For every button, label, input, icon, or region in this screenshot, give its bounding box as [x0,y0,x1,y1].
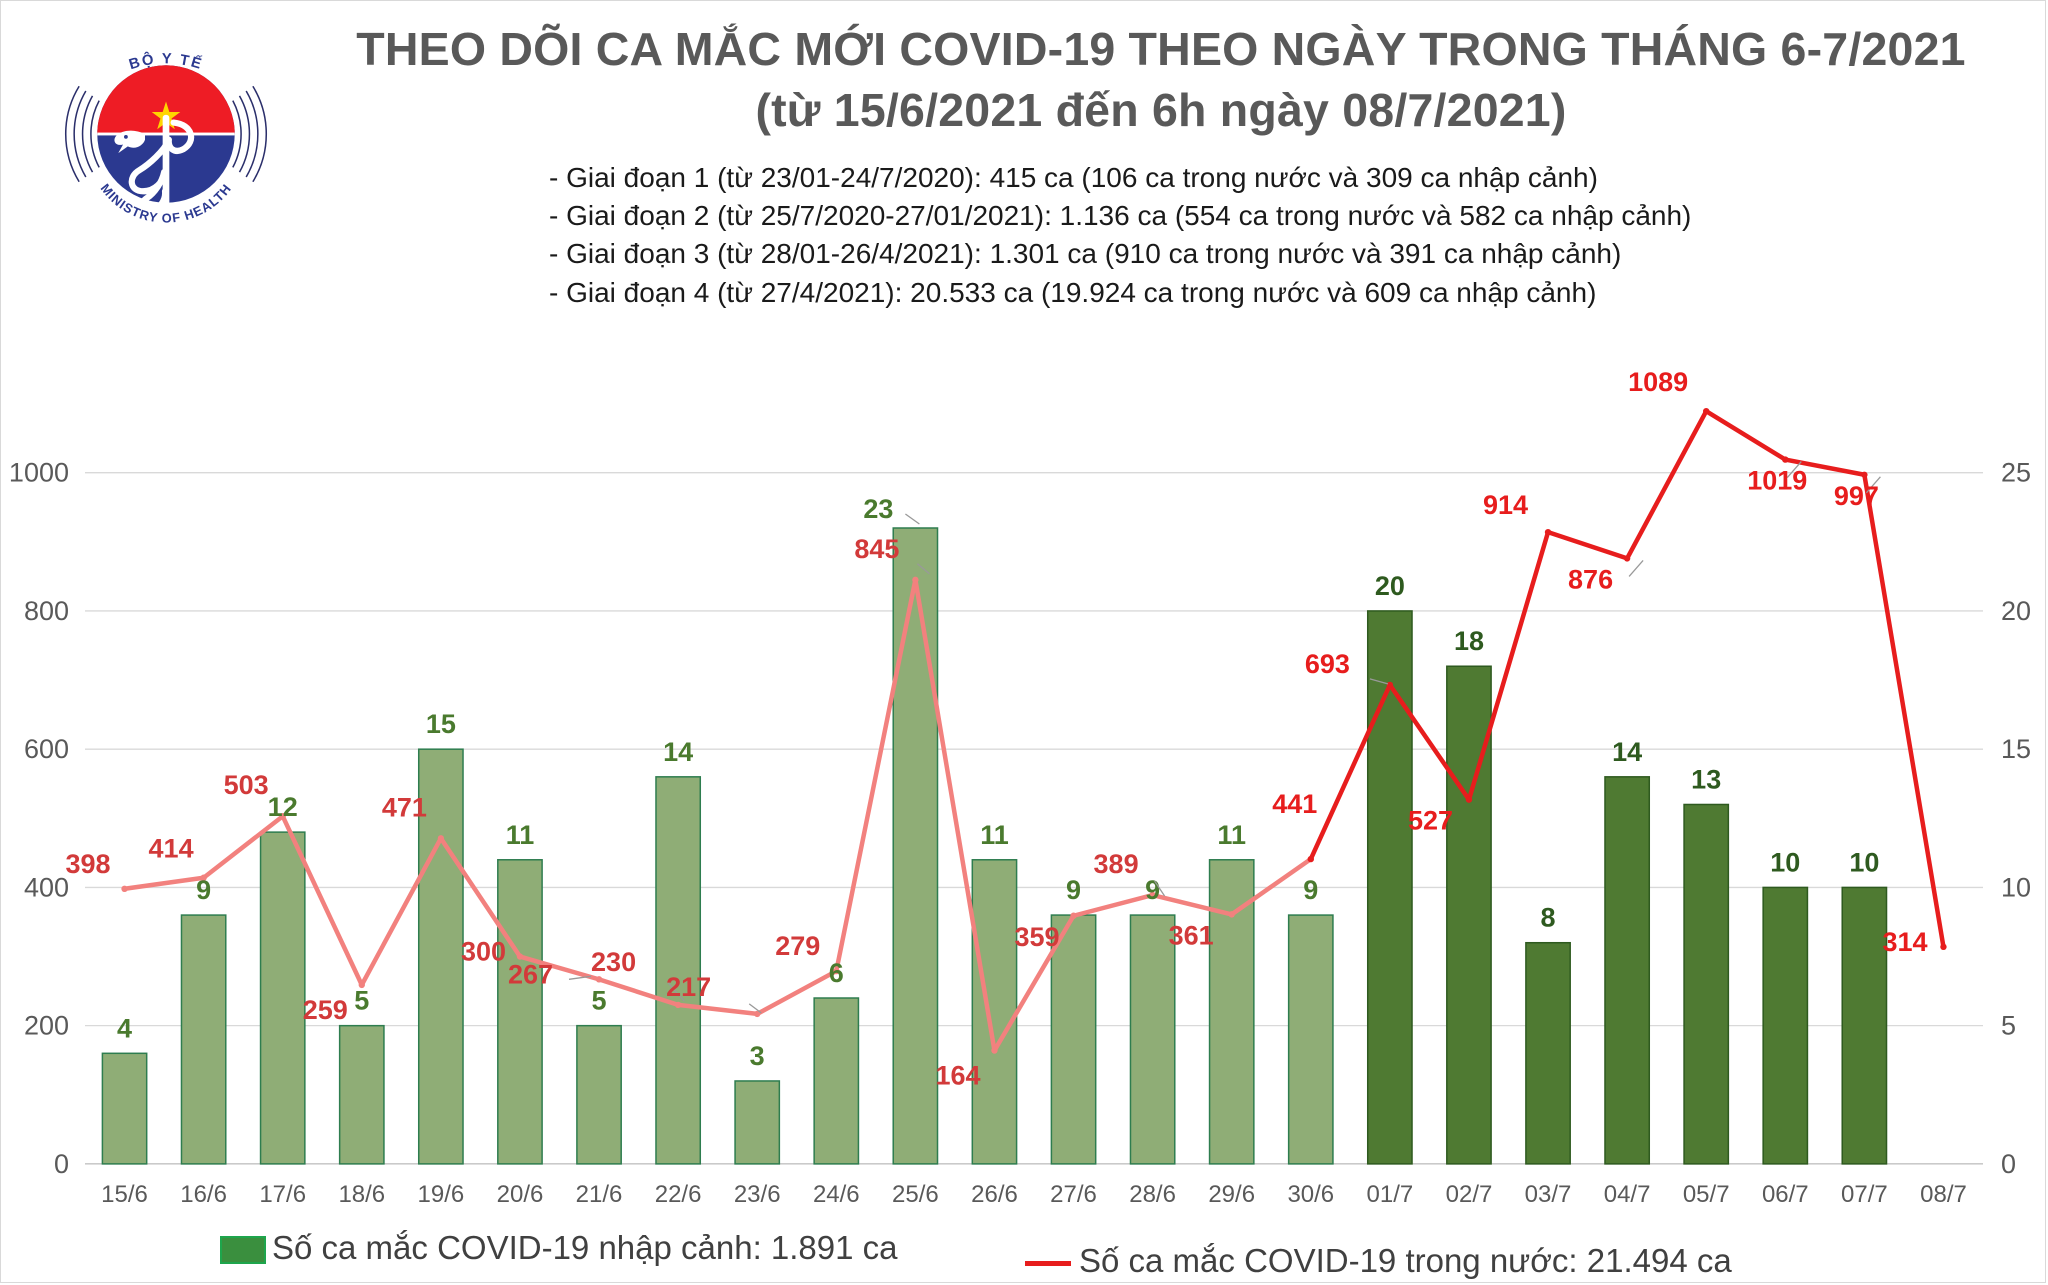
svg-text:300: 300 [461,937,506,967]
svg-text:876: 876 [1568,564,1613,594]
svg-text:414: 414 [149,834,194,864]
svg-text:11: 11 [1217,820,1246,850]
svg-text:267: 267 [508,959,553,989]
svg-text:9: 9 [196,875,211,905]
svg-text:10: 10 [1770,847,1800,877]
svg-text:1000: 1000 [9,458,69,488]
svg-text:230: 230 [591,947,636,977]
svg-text:23: 23 [863,494,893,524]
svg-text:279: 279 [775,931,820,961]
svg-text:9: 9 [1066,875,1081,905]
svg-text:10: 10 [1849,847,1879,877]
svg-text:11: 11 [980,820,1009,850]
svg-text:20: 20 [2001,596,2031,626]
svg-text:14: 14 [1612,737,1642,767]
svg-text:398: 398 [65,849,110,879]
svg-text:503: 503 [224,770,269,800]
svg-text:6: 6 [829,958,844,988]
svg-text:9: 9 [1145,875,1160,905]
svg-text:14: 14 [663,737,693,767]
svg-text:314: 314 [1882,927,1927,957]
svg-text:914: 914 [1483,490,1528,520]
svg-text:25: 25 [2001,458,2031,488]
svg-text:3: 3 [750,1041,765,1071]
svg-text:4: 4 [117,1013,132,1043]
svg-text:5: 5 [354,986,369,1016]
svg-text:1089: 1089 [1628,367,1688,397]
svg-text:471: 471 [382,792,427,822]
svg-text:1019: 1019 [1747,466,1807,496]
svg-text:9: 9 [1303,875,1318,905]
svg-text:359: 359 [1014,922,1059,952]
svg-text:8: 8 [1540,903,1555,933]
svg-text:5: 5 [2001,1011,2016,1041]
svg-text:693: 693 [1305,649,1350,679]
svg-text:527: 527 [1408,806,1453,836]
svg-text:5: 5 [591,986,606,1016]
svg-text:0: 0 [2001,1149,2016,1179]
svg-text:259: 259 [303,995,348,1025]
svg-text:441: 441 [1272,789,1317,819]
svg-text:389: 389 [1094,849,1139,879]
svg-text:400: 400 [24,872,69,902]
svg-text:0: 0 [54,1149,69,1179]
svg-text:15: 15 [426,709,456,739]
svg-text:18: 18 [1454,626,1484,656]
svg-text:600: 600 [24,734,69,764]
svg-text:20: 20 [1375,571,1405,601]
svg-text:361: 361 [1169,920,1214,950]
svg-text:11: 11 [506,820,535,850]
svg-text:12: 12 [268,792,298,822]
svg-text:164: 164 [935,1061,980,1091]
svg-text:200: 200 [24,1011,69,1041]
svg-text:10: 10 [2001,872,2031,902]
svg-text:997: 997 [1834,481,1879,511]
svg-text:13: 13 [1691,765,1721,795]
svg-text:217: 217 [666,972,711,1002]
svg-text:800: 800 [24,596,69,626]
svg-text:845: 845 [854,534,899,564]
svg-text:15: 15 [2001,734,2031,764]
